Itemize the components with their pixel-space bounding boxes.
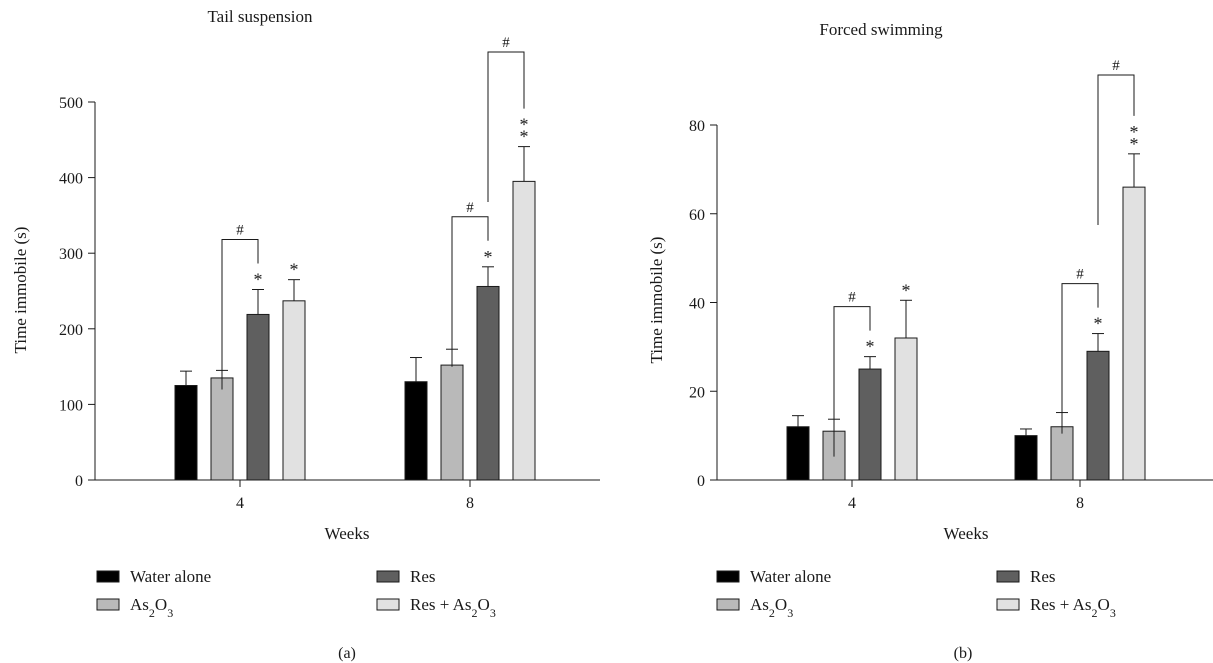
legends: Water alone Res As2O3 Res + As2O3 Water alon… — [96, 567, 1116, 620]
significance-star: * — [290, 260, 299, 280]
bar — [1122, 186, 1146, 481]
legend-swatch — [96, 598, 120, 611]
significance-star: * — [902, 280, 911, 300]
legend-swatch — [376, 598, 400, 611]
chart-panel-forced-swimming: Forced swimming Time immobile (s) Weeks … — [647, 20, 1213, 662]
y-tick-label: 40 — [689, 296, 705, 313]
bar — [246, 313, 270, 481]
significance-bracket — [833, 306, 871, 457]
bar — [404, 381, 428, 481]
x-axis-label: Weeks — [944, 524, 989, 543]
significance-star: * — [1094, 314, 1103, 334]
legend-label: As2O3 — [750, 595, 793, 620]
y-tick-label: 300 — [59, 246, 83, 263]
y-tick-label: 60 — [689, 207, 705, 224]
y-tick-label: 0 — [75, 473, 83, 490]
significance-bracket — [1097, 74, 1135, 225]
chart-panel-tail-suspension: Tail suspension Time immobile (s) Weeks … — [11, 7, 600, 662]
y-tick-label: 80 — [689, 118, 705, 135]
y-tick-label: 100 — [59, 397, 83, 414]
bar — [1050, 426, 1074, 481]
x-tick-label: 8 — [1076, 495, 1084, 512]
legend-label: Water alone — [750, 567, 831, 586]
bracket-label: # — [236, 222, 244, 238]
legend-swatch — [996, 598, 1020, 611]
y-tick-label: 0 — [697, 473, 705, 490]
bracket-label: # — [466, 200, 474, 216]
significance-star: * — [484, 247, 493, 267]
y-tick-label: 200 — [59, 322, 83, 339]
bar — [174, 385, 198, 481]
chart-title: Tail suspension — [207, 7, 313, 26]
bracket-label: # — [1076, 267, 1084, 283]
y-axis-label: Time immobile (s) — [647, 237, 666, 364]
legend-swatch — [376, 570, 400, 583]
bar — [210, 377, 234, 481]
bar — [786, 426, 810, 481]
y-axis-label: Time immobile (s) — [11, 227, 30, 354]
bar — [512, 180, 536, 481]
significance-star: * — [520, 127, 529, 147]
y-tick-label: 500 — [59, 95, 83, 112]
significance-bracket — [221, 238, 259, 390]
x-axis-label: Weeks — [325, 524, 370, 543]
chart-title: Forced swimming — [819, 20, 943, 39]
bar — [1014, 435, 1038, 481]
y-tick-label: 400 — [59, 171, 83, 188]
panel-label: (a) — [338, 645, 356, 662]
x-tick-label: 8 — [466, 495, 474, 512]
significance-star: * — [520, 115, 529, 135]
significance-bracket — [451, 216, 489, 367]
legend-label: Water alone — [130, 567, 211, 586]
x-tick-label: 4 — [848, 495, 856, 512]
legend-label: Res + As2O3 — [410, 595, 496, 620]
bracket-label: # — [502, 35, 510, 51]
legend-label: Res — [410, 567, 436, 586]
bar — [440, 364, 464, 481]
bar — [282, 300, 306, 481]
panel-label: (b) — [954, 645, 973, 662]
bar — [476, 285, 500, 481]
significance-star: * — [1130, 122, 1139, 142]
legend-label: As2O3 — [130, 595, 173, 620]
significance-star: * — [1130, 134, 1139, 154]
legend-swatch — [96, 570, 120, 583]
significance-bracket — [1061, 283, 1099, 434]
legend-label: Res — [1030, 567, 1056, 586]
legend-swatch — [716, 598, 740, 611]
significance-star: * — [866, 337, 875, 357]
bar — [894, 337, 918, 481]
bar — [858, 368, 882, 481]
legend-swatch — [996, 570, 1020, 583]
bracket-label: # — [1112, 58, 1120, 74]
bracket-label: # — [848, 290, 856, 306]
x-tick-label: 4 — [236, 495, 244, 512]
significance-bracket — [487, 51, 525, 202]
y-tick-label: 20 — [689, 384, 705, 401]
legend-swatch — [716, 570, 740, 583]
legend-label: Res + As2O3 — [1030, 595, 1116, 620]
significance-star: * — [254, 269, 263, 289]
bar — [1086, 350, 1110, 481]
